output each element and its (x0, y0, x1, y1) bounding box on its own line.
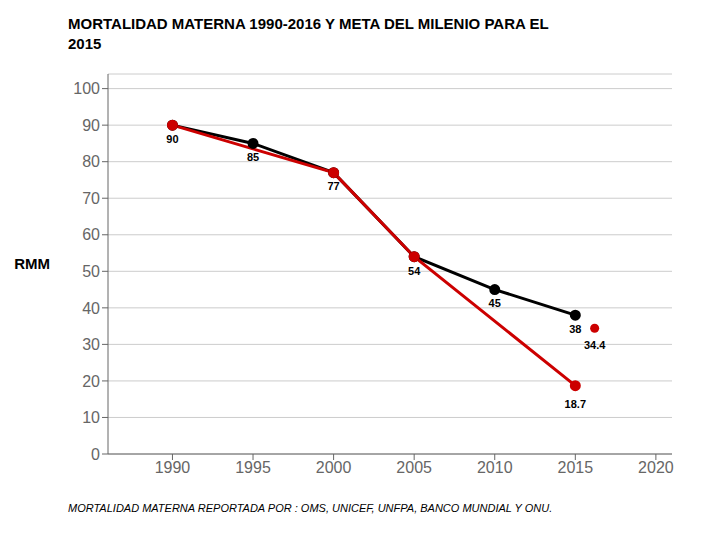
svg-text:2020: 2020 (638, 459, 674, 476)
svg-text:2000: 2000 (316, 459, 352, 476)
svg-text:2005: 2005 (396, 459, 432, 476)
svg-text:2015: 2015 (558, 459, 594, 476)
svg-text:1995: 1995 (235, 459, 271, 476)
svg-text:77: 77 (327, 180, 339, 192)
html-text:MORTALIDAD MATERNA 1990-2016 Y: MORTALIDAD MATERNA 1990-2016 Y META DEL … (68, 15, 549, 32)
svg-text:RMM: RMM (14, 255, 50, 272)
svg-text:80: 80 (82, 153, 100, 170)
svg-text:2010: 2010 (477, 459, 513, 476)
svg-text:18.7: 18.7 (565, 398, 586, 410)
svg-text:10: 10 (82, 409, 100, 426)
svg-text:90: 90 (82, 117, 100, 134)
svg-text:90: 90 (166, 133, 178, 145)
svg-text:30: 30 (82, 336, 100, 353)
svg-text:50: 50 (82, 263, 100, 280)
svg-text:100: 100 (73, 80, 100, 97)
svg-text:40: 40 (82, 300, 100, 317)
html-text:MORTALIDAD MATERNA REPORTADA P: MORTALIDAD MATERNA REPORTADA POR : OMS, … (68, 502, 553, 514)
svg-text:85: 85 (247, 151, 259, 163)
svg-text:1990: 1990 (155, 459, 191, 476)
svg-text:20: 20 (82, 373, 100, 390)
svg-text:60: 60 (82, 226, 100, 243)
svg-text:45: 45 (489, 297, 501, 309)
html-text:2015: 2015 (68, 35, 102, 52)
svg-text:70: 70 (82, 190, 100, 207)
svg-text:0: 0 (91, 446, 100, 463)
svg-text:34.4: 34.4 (584, 339, 606, 351)
svg-text:54: 54 (408, 265, 421, 277)
svg-text:38: 38 (569, 323, 581, 335)
